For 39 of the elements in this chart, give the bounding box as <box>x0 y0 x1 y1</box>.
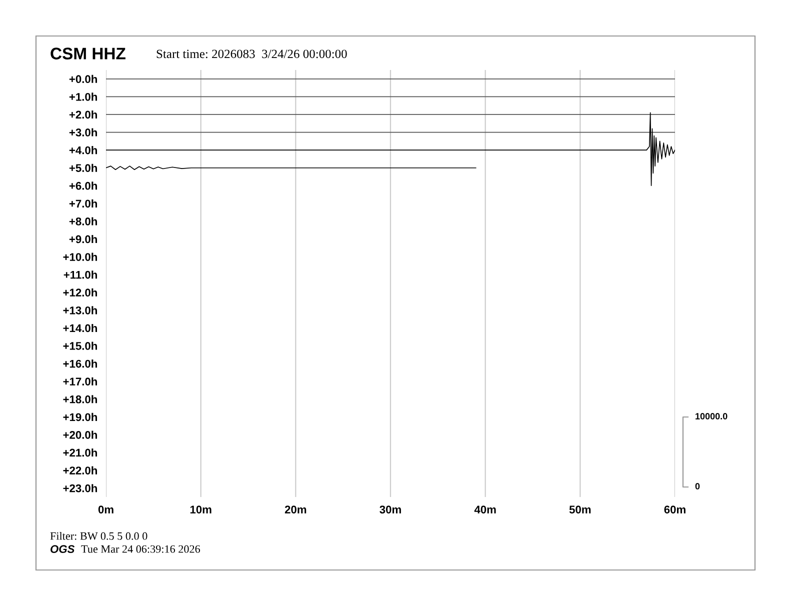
chart-subtitle: Start time: 2026083 3/24/26 00:00:00 <box>156 50 347 58</box>
y-tick-label: +20.0h <box>63 430 97 439</box>
y-tick-label: +15.0h <box>63 342 97 350</box>
y-tick-label: +1.0h <box>69 92 97 101</box>
x-tick-label: 0m <box>98 506 114 514</box>
y-tick-label: +2.0h <box>69 110 97 119</box>
y-tick-label: +23.0h <box>63 484 97 492</box>
x-tick-label: 40m <box>474 506 496 514</box>
y-tick-label: +10.0h <box>63 252 97 261</box>
y-tick-label: +4.0h <box>69 146 97 154</box>
line-series <box>106 112 675 186</box>
y-tick-label: +7.0h <box>69 199 97 208</box>
y-tick-label: +18.0h <box>63 395 97 404</box>
text: 10000.0 <box>696 413 728 420</box>
y-tick-label: +6.0h <box>69 182 97 190</box>
y-tick-label: +19.0h <box>63 412 97 422</box>
y-tick-label: +11.0h <box>64 270 97 279</box>
x-tick-label: 10m <box>190 506 212 514</box>
y-tick-label: +3.0h <box>69 128 97 136</box>
y-tick-label: +13.0h <box>63 306 97 314</box>
text: Filter: BW 0.5 5 0.0 0 <box>50 532 148 540</box>
text: 0 <box>695 483 700 490</box>
text: OGS <box>50 545 75 553</box>
y-tick-label: +9.0h <box>69 234 97 244</box>
y-tick-label: +8.0h <box>69 217 97 226</box>
y-tick-label: +22.0h <box>63 466 97 474</box>
chart-title: CSM HHZ <box>50 48 126 60</box>
text: Tue Mar 24 06:39:16 2026 <box>81 545 200 553</box>
x-tick-label: 30m <box>380 506 401 514</box>
y-tick-label: +5.0h <box>69 164 97 172</box>
y-tick-label: +12.0h <box>63 288 97 297</box>
y-tick-label: +17.0h <box>63 377 97 386</box>
y-tick-label: +14.0h <box>63 324 97 332</box>
x-tick-label: 50m <box>569 506 591 514</box>
y-tick-label: +16.0h <box>63 360 97 368</box>
x-tick-label: 60m <box>664 506 686 514</box>
y-tick-label: +21.0h <box>63 448 97 457</box>
x-tick-label: 20m <box>284 506 306 514</box>
y-tick-label: +0.0h <box>69 74 97 84</box>
